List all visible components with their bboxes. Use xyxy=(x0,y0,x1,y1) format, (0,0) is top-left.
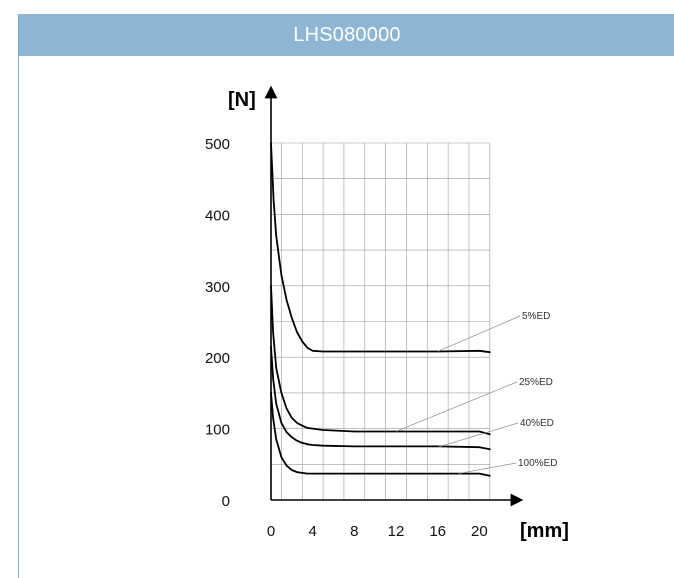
x-tick-label: 20 xyxy=(471,523,488,540)
y-tick-label: 500 xyxy=(205,136,230,153)
y-axis-label: [N] xyxy=(228,89,256,111)
series-line-5pcted xyxy=(270,142,491,354)
annotation-label: 25%ED xyxy=(519,377,553,388)
annotation-leader-line xyxy=(437,422,519,448)
chart-header-title: LHS080000 xyxy=(19,14,674,56)
annotation-leader-line xyxy=(395,381,518,432)
y-tick-label: 100 xyxy=(205,422,230,439)
y-tick-label: 300 xyxy=(205,279,230,296)
series-line-100pcted xyxy=(270,392,491,477)
x-axis-label: [mm] xyxy=(520,520,569,542)
chart-grid xyxy=(271,142,491,500)
y-tick-label: 0 xyxy=(222,493,230,510)
x-tick-label: 4 xyxy=(309,523,317,540)
chart-labels: 0 100 200 300 400 500 0 4 8 12 16 20 [N] [mm] 5%ED 25%E… xyxy=(205,89,569,542)
annotation-label: 40%ED xyxy=(520,418,554,429)
x-tick-label: 12 xyxy=(388,523,405,540)
x-tick-label: 0 xyxy=(267,523,275,540)
series-line-25pcted xyxy=(270,284,491,436)
x-tick-label: 8 xyxy=(350,523,358,540)
annotation-label: 100%ED xyxy=(518,458,557,469)
annotation-leader-line xyxy=(437,315,521,352)
y-tick-label: 400 xyxy=(205,207,230,224)
chart-axes xyxy=(264,85,524,507)
chart-panel: LHS080000 xyxy=(18,14,674,578)
chart-series xyxy=(270,142,491,477)
x-tick-label: 16 xyxy=(429,523,446,540)
annotation-leader-line xyxy=(458,462,517,474)
series-line-40pcted xyxy=(270,345,491,451)
y-tick-label: 200 xyxy=(205,350,230,367)
annotation-label: 5%ED xyxy=(522,311,550,322)
